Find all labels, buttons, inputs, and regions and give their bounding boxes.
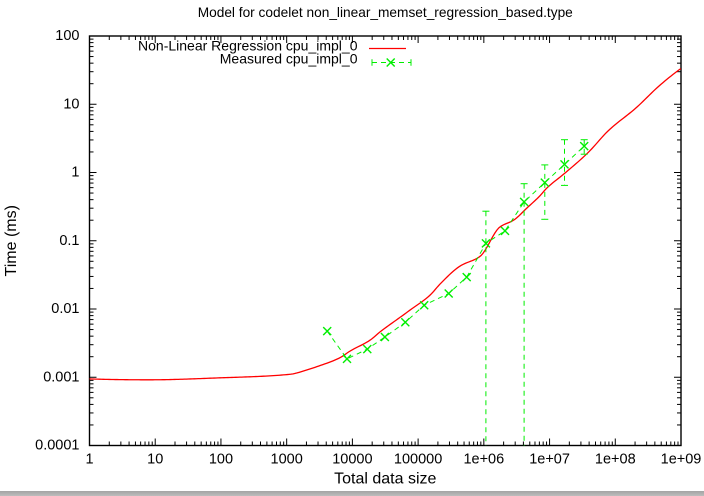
svg-text:0.01: 0.01 bbox=[51, 301, 79, 317]
svg-text:Time (ms): Time (ms) bbox=[3, 205, 20, 276]
svg-text:1e+07: 1e+07 bbox=[529, 452, 570, 468]
svg-text:1e+09: 1e+09 bbox=[661, 452, 702, 468]
svg-text:Model for codelet non_linear_m: Model for codelet non_linear_memset_regr… bbox=[198, 5, 573, 20]
svg-text:100: 100 bbox=[55, 28, 79, 44]
svg-text:10: 10 bbox=[147, 452, 163, 468]
svg-text:10: 10 bbox=[63, 96, 79, 112]
svg-text:100000: 100000 bbox=[394, 452, 442, 468]
svg-text:1000: 1000 bbox=[271, 452, 303, 468]
svg-text:Total data size: Total data size bbox=[334, 471, 436, 488]
svg-text:100: 100 bbox=[209, 452, 233, 468]
svg-text:1: 1 bbox=[85, 452, 93, 468]
svg-text:Measured cpu_impl_0: Measured cpu_impl_0 bbox=[220, 51, 358, 67]
svg-text:10000: 10000 bbox=[332, 452, 372, 468]
svg-text:0.0001: 0.0001 bbox=[35, 438, 79, 454]
svg-text:1e+06: 1e+06 bbox=[463, 452, 504, 468]
svg-text:1: 1 bbox=[71, 165, 79, 181]
svg-text:0.001: 0.001 bbox=[43, 369, 79, 385]
svg-text:1e+08: 1e+08 bbox=[595, 452, 636, 468]
svg-text:0.1: 0.1 bbox=[59, 233, 79, 249]
